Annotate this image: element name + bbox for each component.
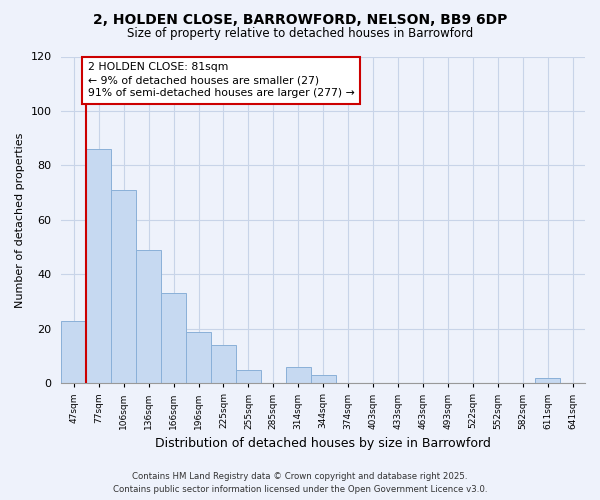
Text: 2, HOLDEN CLOSE, BARROWFORD, NELSON, BB9 6DP: 2, HOLDEN CLOSE, BARROWFORD, NELSON, BB9…: [93, 12, 507, 26]
Bar: [535, 378, 560, 384]
Text: 2 HOLDEN CLOSE: 81sqm
← 9% of detached houses are smaller (27)
91% of semi-detac: 2 HOLDEN CLOSE: 81sqm ← 9% of detached h…: [88, 62, 355, 98]
Bar: [311, 375, 335, 384]
Y-axis label: Number of detached properties: Number of detached properties: [15, 132, 25, 308]
Text: Size of property relative to detached houses in Barrowford: Size of property relative to detached ho…: [127, 28, 473, 40]
Bar: [161, 294, 186, 384]
Bar: [186, 332, 211, 384]
Text: Contains HM Land Registry data © Crown copyright and database right 2025.
Contai: Contains HM Land Registry data © Crown c…: [113, 472, 487, 494]
Bar: [86, 149, 111, 384]
Bar: [136, 250, 161, 384]
Bar: [61, 320, 86, 384]
Bar: [286, 367, 311, 384]
Bar: [236, 370, 261, 384]
Bar: [111, 190, 136, 384]
X-axis label: Distribution of detached houses by size in Barrowford: Distribution of detached houses by size …: [155, 437, 491, 450]
Bar: [211, 345, 236, 384]
